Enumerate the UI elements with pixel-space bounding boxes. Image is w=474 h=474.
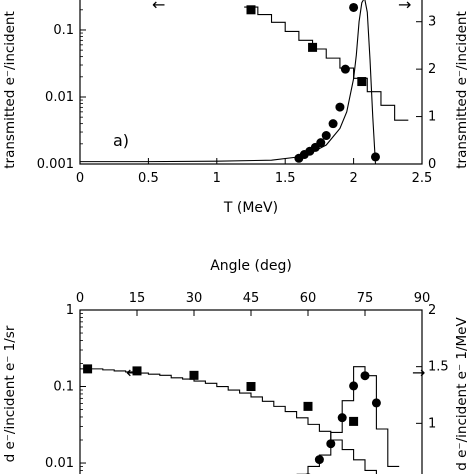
square-marker xyxy=(357,77,367,87)
panel-b-right-arrow: → xyxy=(412,363,425,382)
panel-a-left-arrow: ← xyxy=(152,0,165,14)
y-tick-right-label: 3 xyxy=(428,15,436,30)
square-marker xyxy=(349,416,359,426)
y-tick-left-label: 1 xyxy=(66,303,74,318)
x-tick-label: 0.5 xyxy=(138,171,159,186)
y-tick-left-label: 0.1 xyxy=(53,23,74,38)
circle-marker xyxy=(370,152,380,162)
circle-marker xyxy=(340,64,350,74)
x-tick-label: 2.5 xyxy=(412,171,433,186)
y-tick-right-label: 1.5 xyxy=(428,360,449,375)
panel-a-frame xyxy=(79,0,423,165)
circle-marker xyxy=(349,381,359,391)
circle-marker xyxy=(360,371,370,381)
circle-marker xyxy=(349,2,359,12)
panel-a-right-arrow: → xyxy=(398,0,411,14)
x-tick-label: 75 xyxy=(357,291,374,306)
histogram-right-line xyxy=(296,366,400,474)
y-tick-right-label: 2 xyxy=(428,62,436,77)
panel-a-series xyxy=(80,0,409,165)
circle-marker xyxy=(321,131,331,141)
square-marker xyxy=(189,370,199,380)
circle-marker xyxy=(371,398,381,408)
panel-b: Angle (deg) 0 15 30 45 60 75 90 0.010.11 11.52… xyxy=(2,258,470,474)
panel-b-y-ticks-right: 11.52 xyxy=(416,303,449,431)
circle-marker xyxy=(328,119,338,129)
panel-a-x-ticks: 0 0.5 1 1.5 2 2.5 xyxy=(76,158,432,186)
square-marker xyxy=(246,382,256,392)
panel-b-left-arrow: ← xyxy=(126,363,139,382)
square-marker xyxy=(246,5,256,15)
x-tick-label: 0 xyxy=(76,291,84,306)
panel-a-right-axis-label: transmitted e⁻/incident xyxy=(454,11,470,169)
panel-a-left-axis-label: transmitted e⁻/incident xyxy=(2,11,18,169)
circle-marker xyxy=(316,138,326,148)
panel-a-y-ticks-right: 0 1 2 3 xyxy=(416,15,436,172)
curve-line xyxy=(80,0,377,165)
circle-marker xyxy=(314,455,324,465)
y-tick-right-label: 0 xyxy=(428,157,436,172)
square-marker xyxy=(132,366,142,376)
x-tick-label: 60 xyxy=(300,291,317,306)
x-tick-label: 45 xyxy=(243,291,260,306)
x-tick-label: 15 xyxy=(129,291,146,306)
panel-a: 0 0.5 1 1.5 2 2.5 0.001 0.01 0.1 0 1 2 3 T (MeV) t… xyxy=(2,0,470,216)
circle-marker xyxy=(326,439,336,449)
x-tick-label: 0 xyxy=(76,171,84,186)
y-tick-right-label: 2 xyxy=(428,303,436,318)
y-tick-left-label: 0.1 xyxy=(53,380,74,395)
panel-b-x-ticks: 0 15 30 45 60 75 90 xyxy=(76,291,430,316)
x-tick-label: 2 xyxy=(349,171,357,186)
y-tick-right-label: 1 xyxy=(428,110,436,125)
square-marker xyxy=(308,42,318,52)
panel-b-series xyxy=(80,364,400,474)
panel-a-tag: a) xyxy=(113,131,129,150)
panel-b-left-axis-label: d e⁻/incident e⁻ 1/sr xyxy=(2,325,18,462)
panel-a-y-ticks-left: 0.001 0.01 0.1 xyxy=(37,9,86,172)
square-marker xyxy=(303,401,313,411)
x-tick-label: 1 xyxy=(213,171,221,186)
square-marker xyxy=(83,364,93,374)
histogram-left-line xyxy=(244,6,409,121)
y-tick-left-label: 0.01 xyxy=(45,90,74,105)
circle-marker xyxy=(337,413,347,423)
panel-b-frame xyxy=(79,309,423,474)
y-tick-left-label: 0.01 xyxy=(45,456,74,471)
x-tick-label: 90 xyxy=(414,291,431,306)
y-tick-right-label: 1 xyxy=(428,416,436,431)
y-tick-left-label: 0.001 xyxy=(37,157,74,172)
x-tick-label: 30 xyxy=(186,291,203,306)
panel-a-x-axis-label: T (MeV) xyxy=(223,200,278,216)
panel-b-y-ticks-left: 0.01 0.1 1 xyxy=(45,303,86,471)
x-tick-label: 1.5 xyxy=(275,171,296,186)
panel-b-x-axis-label: Angle (deg) xyxy=(210,258,292,274)
panel-b-right-axis-label: d e⁻/incident e⁻ 1/MeV xyxy=(454,317,470,471)
circle-marker xyxy=(335,102,345,112)
